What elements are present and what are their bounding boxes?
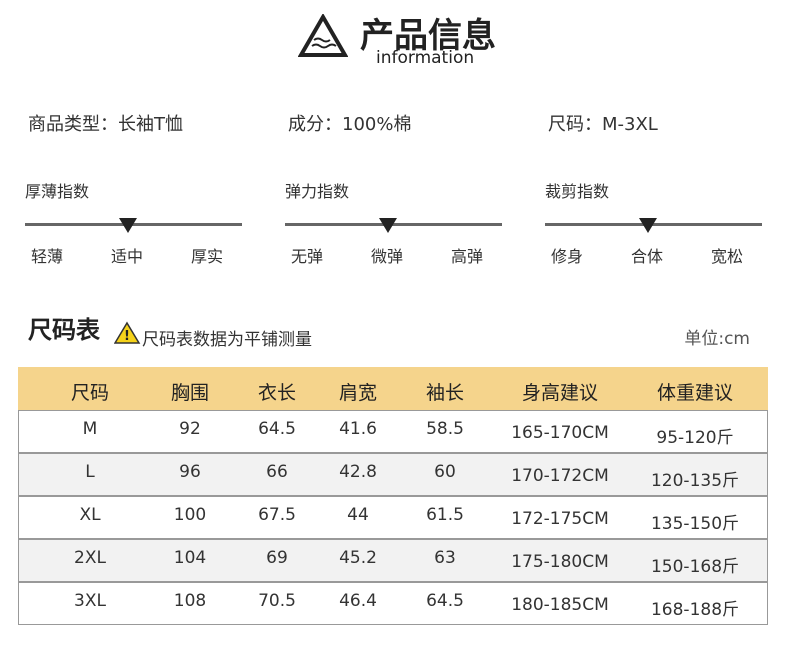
table-cell: 108 [173,591,207,611]
index-label: 合体 [630,247,664,266]
table-cell: 120-135斤 [650,471,740,491]
table-cell: 172-175CM [511,509,609,529]
table-cell: 104 [173,548,207,568]
index-marker [639,218,657,233]
warning-icon: ! [114,321,141,344]
table-cell: XL [79,505,101,525]
index-label: 微弹 [370,247,404,266]
table-cell: 44 [347,505,369,525]
table-cell: 135-150斤 [650,514,740,534]
table-cell: 95-120斤 [656,428,734,448]
table-cell: 170-172CM [511,466,609,486]
index-label: 高弹 [450,247,484,266]
table-title: 尺码表 [28,316,100,344]
table-cell: 45.2 [339,548,377,568]
column-header: 肩宽 [338,382,378,404]
table-cell: 180-185CM [511,595,609,615]
column-header: 胸围 [170,382,210,404]
index-marker [119,218,137,233]
table-row [18,539,768,582]
table-cell: 42.8 [339,462,377,482]
table-row [18,496,768,539]
table-header [18,367,768,410]
index-marker [379,218,397,233]
svg-text:!: ! [124,329,130,344]
index-label: 宽松 [710,247,744,266]
index-title: 厚薄指数 [25,182,90,201]
index-label: 修身 [550,247,584,266]
table-note: 尺码表数据为平铺测量 [142,330,312,350]
table-cell: 64.5 [426,591,464,611]
table-cell: 63 [434,548,456,568]
index-title: 弹力指数 [285,182,350,201]
index-label: 轻薄 [30,247,64,266]
table-cell: 92 [179,419,201,439]
unit: 单位:cm [684,329,750,349]
table-cell: 64.5 [258,419,296,439]
table-cell: 175-180CM [511,552,609,572]
table-cell: 67.5 [258,505,296,525]
index-label: 适中 [110,247,144,266]
table-cell: 168-188斤 [650,600,740,620]
column-header: 身高建议 [521,382,599,404]
table-cell: 2XL [74,548,106,568]
table-cell: 69 [266,548,288,568]
attribute: 尺码：M-3XL [548,114,658,135]
table-cell: 60 [434,462,456,482]
table-cell: 165-170CM [511,423,609,443]
table-cell: 41.6 [339,419,377,439]
table-cell: 61.5 [426,505,464,525]
table-cell: 150-168斤 [650,557,740,577]
column-header: 衣长 [257,382,297,404]
table-cell: 70.5 [258,591,296,611]
table-cell: 46.4 [339,591,377,611]
table-cell: 96 [179,462,201,482]
table-row [18,582,768,625]
column-header: 袖长 [425,382,465,404]
column-header: 尺码 [70,382,110,404]
index-label: 厚实 [190,247,224,266]
table-row [18,410,768,453]
attribute: 商品类型：长袖T恤 [28,114,183,135]
table-cell: L [85,462,95,482]
table-cell: 58.5 [426,419,464,439]
title: 产品信息 [360,16,496,56]
index-label: 无弹 [290,247,324,266]
attribute: 成分：100%棉 [288,114,412,135]
table-cell: M [82,419,98,439]
subtitle: information [376,48,475,68]
logo-icon [298,14,348,57]
index-title: 裁剪指数 [545,182,610,201]
column-header: 体重建议 [656,382,734,404]
table-row [18,453,768,496]
table-cell: 100 [173,505,207,525]
table-cell: 66 [266,462,288,482]
table-cell: 3XL [74,591,106,611]
